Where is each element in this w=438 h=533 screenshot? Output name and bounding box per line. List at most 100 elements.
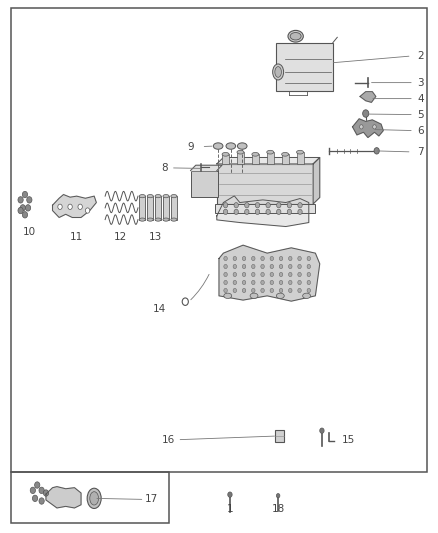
Circle shape <box>233 256 237 261</box>
Circle shape <box>255 209 260 215</box>
Circle shape <box>242 256 246 261</box>
Text: 5: 5 <box>417 110 424 119</box>
Circle shape <box>242 288 246 293</box>
Text: 16: 16 <box>162 435 175 445</box>
Circle shape <box>251 264 255 269</box>
Circle shape <box>279 272 283 277</box>
Circle shape <box>298 256 301 261</box>
Text: 18: 18 <box>272 504 285 514</box>
Ellipse shape <box>282 152 289 156</box>
Circle shape <box>228 492 232 497</box>
Bar <box>237 152 244 164</box>
Circle shape <box>261 264 264 269</box>
Text: 3: 3 <box>417 78 424 87</box>
Circle shape <box>32 495 38 502</box>
Circle shape <box>234 209 238 215</box>
Circle shape <box>22 191 28 198</box>
Circle shape <box>266 203 270 208</box>
Text: 6: 6 <box>417 126 424 135</box>
Circle shape <box>298 280 301 285</box>
Ellipse shape <box>171 195 177 198</box>
Circle shape <box>279 280 283 285</box>
Circle shape <box>360 125 363 129</box>
Text: 9: 9 <box>187 142 194 151</box>
Polygon shape <box>217 196 309 227</box>
Ellipse shape <box>213 143 223 149</box>
Ellipse shape <box>87 488 101 508</box>
Polygon shape <box>53 195 96 217</box>
Ellipse shape <box>171 218 177 221</box>
Circle shape <box>251 288 255 293</box>
Circle shape <box>289 288 292 293</box>
Ellipse shape <box>276 293 284 298</box>
Text: 15: 15 <box>342 435 355 445</box>
Circle shape <box>242 280 246 285</box>
Circle shape <box>233 280 237 285</box>
Circle shape <box>223 203 228 208</box>
Bar <box>163 196 169 220</box>
Circle shape <box>18 207 23 214</box>
Circle shape <box>20 205 25 211</box>
Circle shape <box>289 264 292 269</box>
Circle shape <box>307 272 311 277</box>
Text: 8: 8 <box>161 163 168 173</box>
Circle shape <box>279 256 283 261</box>
Circle shape <box>85 208 90 213</box>
Circle shape <box>276 494 280 498</box>
Ellipse shape <box>163 195 169 198</box>
Ellipse shape <box>139 218 145 221</box>
Ellipse shape <box>155 218 161 221</box>
Circle shape <box>363 110 369 117</box>
Ellipse shape <box>237 143 247 149</box>
Circle shape <box>224 280 227 285</box>
Bar <box>155 196 161 220</box>
Circle shape <box>224 256 227 261</box>
Circle shape <box>234 203 238 208</box>
Circle shape <box>251 280 255 285</box>
Ellipse shape <box>267 150 274 154</box>
Circle shape <box>270 256 274 261</box>
Ellipse shape <box>155 195 161 198</box>
Circle shape <box>233 272 237 277</box>
Circle shape <box>245 209 249 215</box>
Circle shape <box>276 209 281 215</box>
Bar <box>282 155 289 164</box>
Circle shape <box>270 272 274 277</box>
Polygon shape <box>313 158 320 204</box>
Ellipse shape <box>90 491 99 505</box>
Text: 2: 2 <box>417 51 424 61</box>
Polygon shape <box>219 245 320 301</box>
Polygon shape <box>360 92 376 102</box>
Circle shape <box>307 280 311 285</box>
Circle shape <box>298 288 301 293</box>
Ellipse shape <box>222 152 229 156</box>
Circle shape <box>261 272 264 277</box>
Circle shape <box>266 209 270 215</box>
Text: 13: 13 <box>149 232 162 242</box>
Polygon shape <box>217 158 320 164</box>
Circle shape <box>298 272 301 277</box>
Circle shape <box>298 264 301 269</box>
Circle shape <box>289 256 292 261</box>
Polygon shape <box>191 165 222 171</box>
Text: 10: 10 <box>23 227 36 237</box>
Circle shape <box>224 264 227 269</box>
Circle shape <box>39 498 44 504</box>
Circle shape <box>289 272 292 277</box>
Text: 17: 17 <box>145 495 158 504</box>
Circle shape <box>255 203 260 208</box>
Bar <box>222 155 229 164</box>
Circle shape <box>251 272 255 277</box>
Bar <box>147 196 153 220</box>
Circle shape <box>270 288 274 293</box>
Ellipse shape <box>275 67 281 77</box>
Circle shape <box>276 203 281 208</box>
Bar <box>11 472 169 523</box>
Circle shape <box>25 205 31 211</box>
Bar <box>217 164 313 204</box>
Ellipse shape <box>163 218 169 221</box>
Circle shape <box>279 264 283 269</box>
Bar <box>191 171 218 197</box>
Circle shape <box>242 272 246 277</box>
Circle shape <box>270 264 274 269</box>
